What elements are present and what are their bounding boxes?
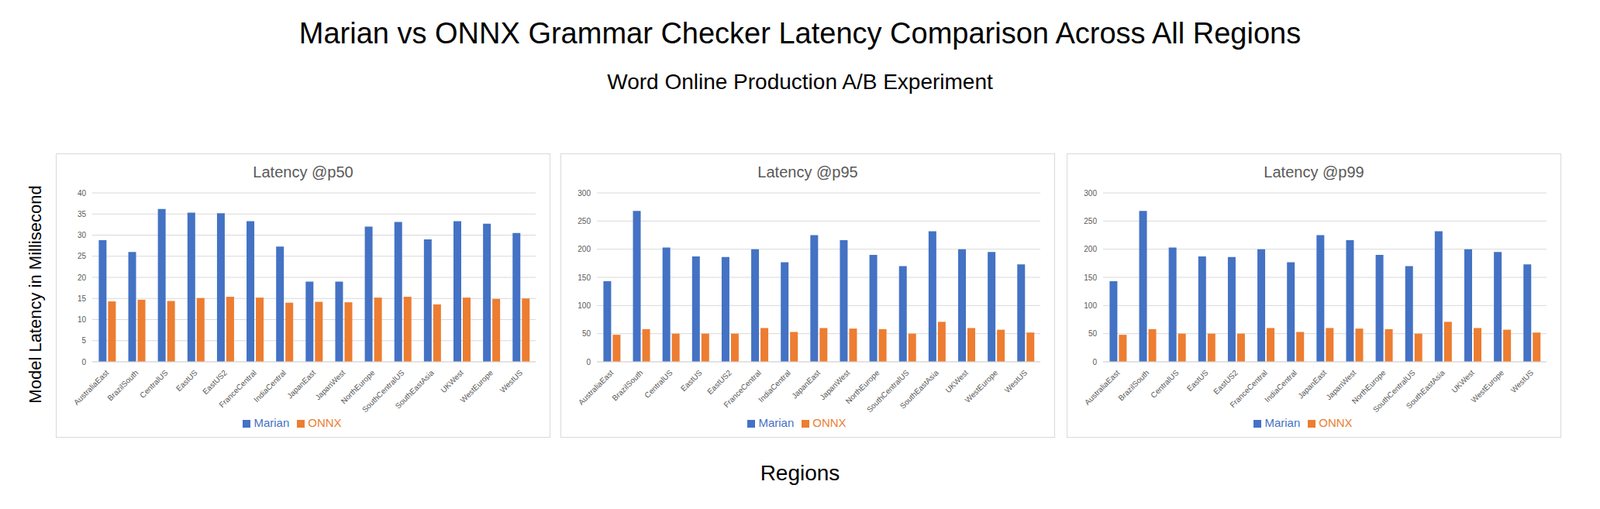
svg-text:UKWest: UKWest (1449, 368, 1476, 395)
svg-text:JapanEast: JapanEast (789, 368, 822, 400)
html-text:Marian: Marian (253, 416, 290, 430)
html-text:Latency @p99: Latency @p99 (1263, 163, 1365, 181)
svg-text:30: 30 (77, 231, 87, 240)
svg-text:20: 20 (77, 273, 87, 283)
svg-text:SouthCentralUS: SouthCentralUS (864, 368, 911, 415)
svg-text:300: 300 (577, 189, 591, 198)
svg-text:25: 25 (77, 251, 87, 261)
svg-text:100: 100 (577, 301, 591, 311)
svg-text:10: 10 (77, 315, 87, 325)
svg-text:SouthEastAsia: SouthEastAsia (1404, 368, 1447, 411)
html-text:ONNX: ONNX (1318, 416, 1353, 430)
svg-text:JapanWest: JapanWest (1324, 368, 1358, 402)
svg-text:100: 100 (1083, 301, 1097, 311)
svg-text:BrazilSouth: BrazilSouth (610, 368, 645, 403)
svg-text:JapanEast: JapanEast (1296, 368, 1328, 400)
svg-text:SouthEastAsia: SouthEastAsia (393, 368, 436, 411)
svg-text:50: 50 (582, 329, 592, 338)
svg-text:50: 50 (1088, 329, 1098, 338)
html-text:Marian vs ONNX Grammar Checker: Marian vs ONNX Grammar Checker Latency C… (299, 17, 1301, 50)
html-text:Latency @p95: Latency @p95 (757, 163, 858, 181)
svg-text:FranceCentral: FranceCentral (1227, 368, 1269, 410)
svg-text:5: 5 (81, 336, 87, 345)
html-text:Latency @p50: Latency @p50 (253, 163, 354, 181)
svg-text:EastUS2: EastUS2 (1211, 368, 1240, 397)
html-text:Regions: Regions (760, 461, 840, 486)
svg-text:40: 40 (77, 189, 87, 198)
svg-text:JapanEast: JapanEast (285, 368, 318, 400)
svg-text:CentralUS: CentralUS (1148, 368, 1181, 400)
html-text:Word Online Production A/B Exp: Word Online Production A/B Experiment (607, 69, 993, 94)
svg-text:WestEurope: WestEurope (458, 368, 495, 405)
svg-text:150: 150 (1083, 273, 1097, 283)
svg-text:BrazilSouth: BrazilSouth (106, 368, 141, 403)
svg-text:WestUS: WestUS (1509, 368, 1536, 395)
svg-text:EastUS: EastUS (1185, 368, 1211, 394)
svg-text:AustraliaEast: AustraliaEast (1082, 368, 1122, 407)
svg-text:EastUS2: EastUS2 (705, 368, 734, 397)
svg-text:EastUS: EastUS (679, 368, 704, 394)
svg-text:SouthEastAsia: SouthEastAsia (898, 368, 941, 411)
svg-text:IndiaCentral: IndiaCentral (251, 368, 288, 404)
svg-text:NorthEurope: NorthEurope (1350, 368, 1388, 406)
svg-text:AustraliaEast: AustraliaEast (72, 368, 111, 407)
svg-text:UKWest: UKWest (438, 368, 466, 395)
svg-text:EastUS2: EastUS2 (200, 368, 229, 397)
svg-text:EastUS: EastUS (174, 368, 200, 394)
svg-text:200: 200 (1083, 244, 1097, 254)
svg-text:0: 0 (81, 358, 87, 367)
svg-text:0: 0 (586, 358, 591, 367)
svg-text:15: 15 (77, 294, 87, 304)
svg-text:UKWest: UKWest (943, 368, 970, 395)
svg-text:300: 300 (1083, 189, 1097, 198)
html-text:Model Latency in Millisecond: Model Latency in Millisecond (25, 185, 45, 404)
html-text:Marian: Marian (758, 416, 795, 430)
svg-text:JapanWest: JapanWest (818, 368, 852, 402)
html-text:ONNX: ONNX (812, 416, 847, 430)
svg-text:NorthEurope: NorthEurope (339, 368, 377, 406)
html-text:ONNX: ONNX (307, 416, 342, 430)
svg-text:150: 150 (577, 273, 591, 283)
svg-text:SouthCentralUS: SouthCentralUS (1371, 368, 1417, 415)
svg-text:SouthCentralUS: SouthCentralUS (360, 368, 406, 415)
svg-text:BrazilSouth: BrazilSouth (1117, 368, 1152, 403)
svg-text:WestUS: WestUS (498, 368, 525, 395)
svg-text:250: 250 (577, 217, 591, 226)
svg-text:AustraliaEast: AustraliaEast (576, 368, 616, 407)
svg-text:JapanWest: JapanWest (313, 368, 347, 402)
svg-text:CentralUS: CentralUS (642, 368, 675, 400)
svg-text:250: 250 (1083, 217, 1097, 226)
svg-text:WestUS: WestUS (1003, 368, 1030, 395)
svg-text:FranceCentral: FranceCentral (217, 368, 259, 410)
svg-text:0: 0 (1092, 358, 1097, 367)
svg-text:WestEurope: WestEurope (1468, 368, 1506, 405)
svg-text:IndiaCentral: IndiaCentral (1262, 368, 1299, 404)
svg-text:CentralUS: CentralUS (137, 368, 170, 400)
svg-text:FranceCentral: FranceCentral (721, 368, 763, 410)
svg-text:IndiaCentral: IndiaCentral (756, 368, 793, 404)
svg-text:WestEurope: WestEurope (962, 368, 1000, 405)
svg-text:200: 200 (577, 244, 591, 254)
svg-text:NorthEurope: NorthEurope (843, 368, 882, 406)
svg-text:35: 35 (77, 210, 87, 219)
html-text:Marian: Marian (1264, 416, 1301, 430)
